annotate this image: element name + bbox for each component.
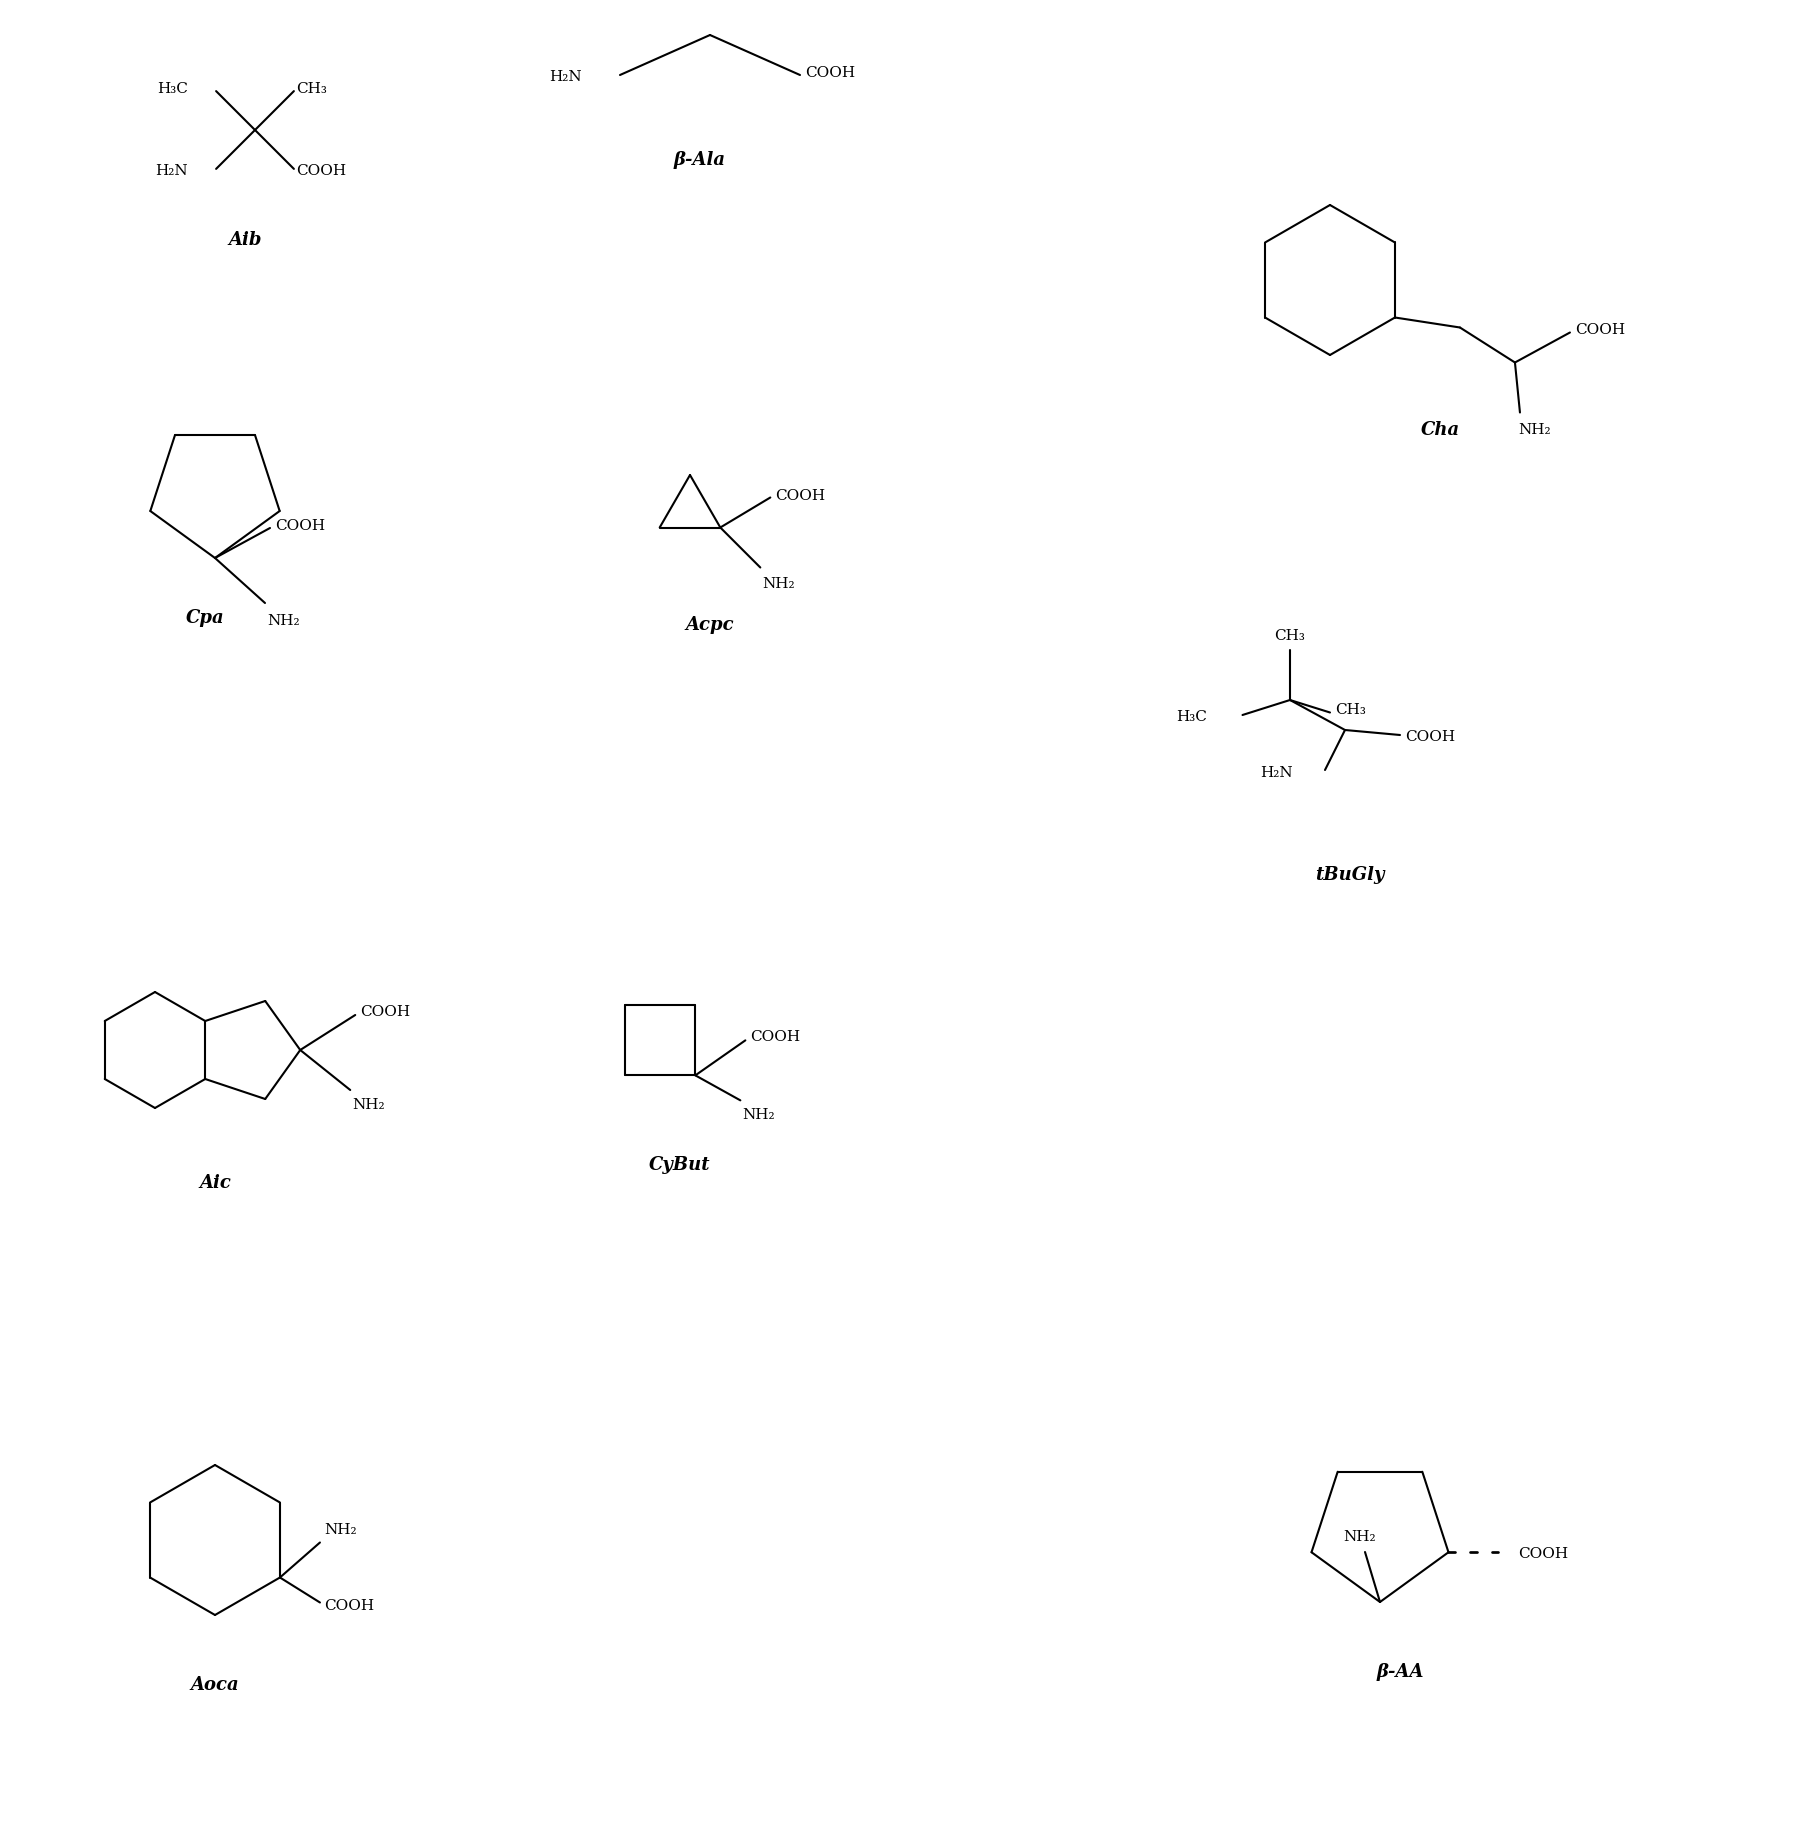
Text: NH₂: NH₂ [762, 576, 794, 590]
Text: COOH: COOH [1574, 322, 1624, 337]
Text: NH₂: NH₂ [1343, 1530, 1377, 1543]
Text: H₂N: H₂N [1260, 765, 1293, 780]
Text: COOH: COOH [360, 1006, 411, 1018]
Text: CyBut: CyBut [649, 1155, 710, 1173]
Text: COOH: COOH [1519, 1547, 1569, 1561]
Text: Cha: Cha [1420, 421, 1460, 439]
Text: COOH: COOH [775, 488, 825, 503]
Text: COOH: COOH [296, 164, 346, 179]
Text: H₂N: H₂N [156, 164, 188, 179]
Text: NH₂: NH₂ [325, 1523, 357, 1536]
Text: CH₃: CH₃ [1336, 703, 1366, 718]
Text: β-AA: β-AA [1377, 1663, 1424, 1682]
Text: H₂N: H₂N [549, 69, 583, 84]
Text: CH₃: CH₃ [296, 82, 326, 97]
Text: COOH: COOH [1406, 731, 1456, 743]
Text: β-Ala: β-Ala [674, 151, 726, 169]
Text: Acpc: Acpc [685, 616, 735, 634]
Text: COOH: COOH [274, 519, 325, 534]
Text: Aic: Aic [199, 1173, 231, 1192]
Text: NH₂: NH₂ [742, 1108, 775, 1122]
Text: COOH: COOH [805, 66, 855, 80]
Text: H₃C: H₃C [1176, 711, 1207, 723]
Text: NH₂: NH₂ [351, 1099, 385, 1111]
Text: Aib: Aib [228, 231, 262, 250]
Text: NH₂: NH₂ [1519, 423, 1551, 437]
Text: COOH: COOH [325, 1598, 375, 1612]
Text: CH₃: CH₃ [1275, 629, 1305, 643]
Text: Cpa: Cpa [186, 609, 224, 627]
Text: Aoca: Aoca [190, 1676, 238, 1694]
Text: H₃C: H₃C [158, 82, 188, 97]
Text: COOH: COOH [749, 1031, 800, 1044]
Text: tBuGly: tBuGly [1316, 865, 1384, 884]
Text: NH₂: NH₂ [267, 614, 299, 629]
